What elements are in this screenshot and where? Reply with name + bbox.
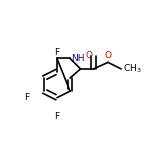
Text: F: F: [54, 112, 60, 121]
Text: O: O: [105, 51, 112, 60]
Text: O: O: [85, 51, 92, 60]
Text: F: F: [54, 48, 60, 57]
Text: $\mathregular{CH_3}$: $\mathregular{CH_3}$: [123, 63, 141, 75]
Text: NH: NH: [72, 54, 85, 63]
Text: F: F: [24, 93, 29, 102]
